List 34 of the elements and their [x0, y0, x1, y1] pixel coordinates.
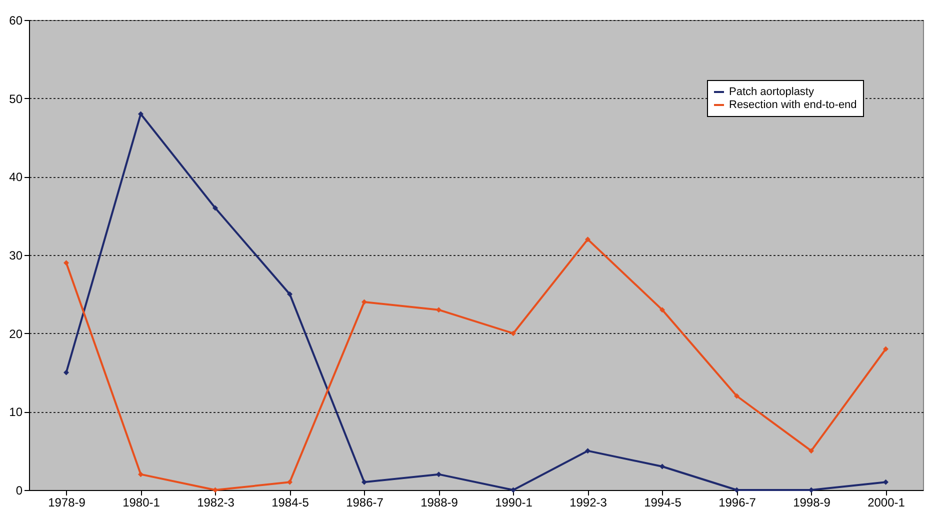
point — [585, 236, 590, 242]
point — [808, 448, 814, 454]
x-tick-label: 1978-9 — [48, 496, 86, 510]
legend-label: Resection with end-to-end — [729, 99, 857, 111]
x-tick-label: 1988-9 — [420, 496, 458, 510]
point — [585, 448, 590, 454]
point — [883, 479, 888, 485]
x-tick-label: 1982-3 — [197, 496, 235, 510]
y-tick-label: 0 — [16, 484, 23, 498]
x-tick-label: 2000-1 — [868, 496, 906, 510]
x-tick-label: 1996-7 — [718, 496, 756, 510]
point — [510, 330, 516, 336]
point — [362, 479, 367, 485]
point — [138, 472, 144, 478]
point — [436, 307, 442, 313]
y-tick-label: 10 — [9, 405, 23, 420]
point — [287, 291, 292, 297]
legend-label: Patch aortoplasty — [729, 86, 814, 98]
x-tick-label: 1990-1 — [495, 496, 533, 510]
point — [64, 260, 69, 266]
point — [436, 472, 442, 478]
x-tick-label: 1986-7 — [346, 496, 384, 510]
y-tick-label: 50 — [9, 92, 23, 106]
x-tick-label: 1980-1 — [122, 496, 160, 510]
x-tick-label: 1998-9 — [793, 496, 831, 510]
x-tick-label: 1994-5 — [644, 496, 682, 510]
x-tick-label: 1984-5 — [272, 496, 310, 510]
y-tick-label: 20 — [9, 326, 23, 341]
y-tick-label: 60 — [9, 14, 23, 28]
x-tick-label: 1992-3 — [570, 496, 608, 510]
point — [660, 307, 665, 313]
point — [287, 479, 292, 485]
y-tick-label: 30 — [9, 248, 23, 262]
y-tick-label: 40 — [9, 170, 23, 184]
